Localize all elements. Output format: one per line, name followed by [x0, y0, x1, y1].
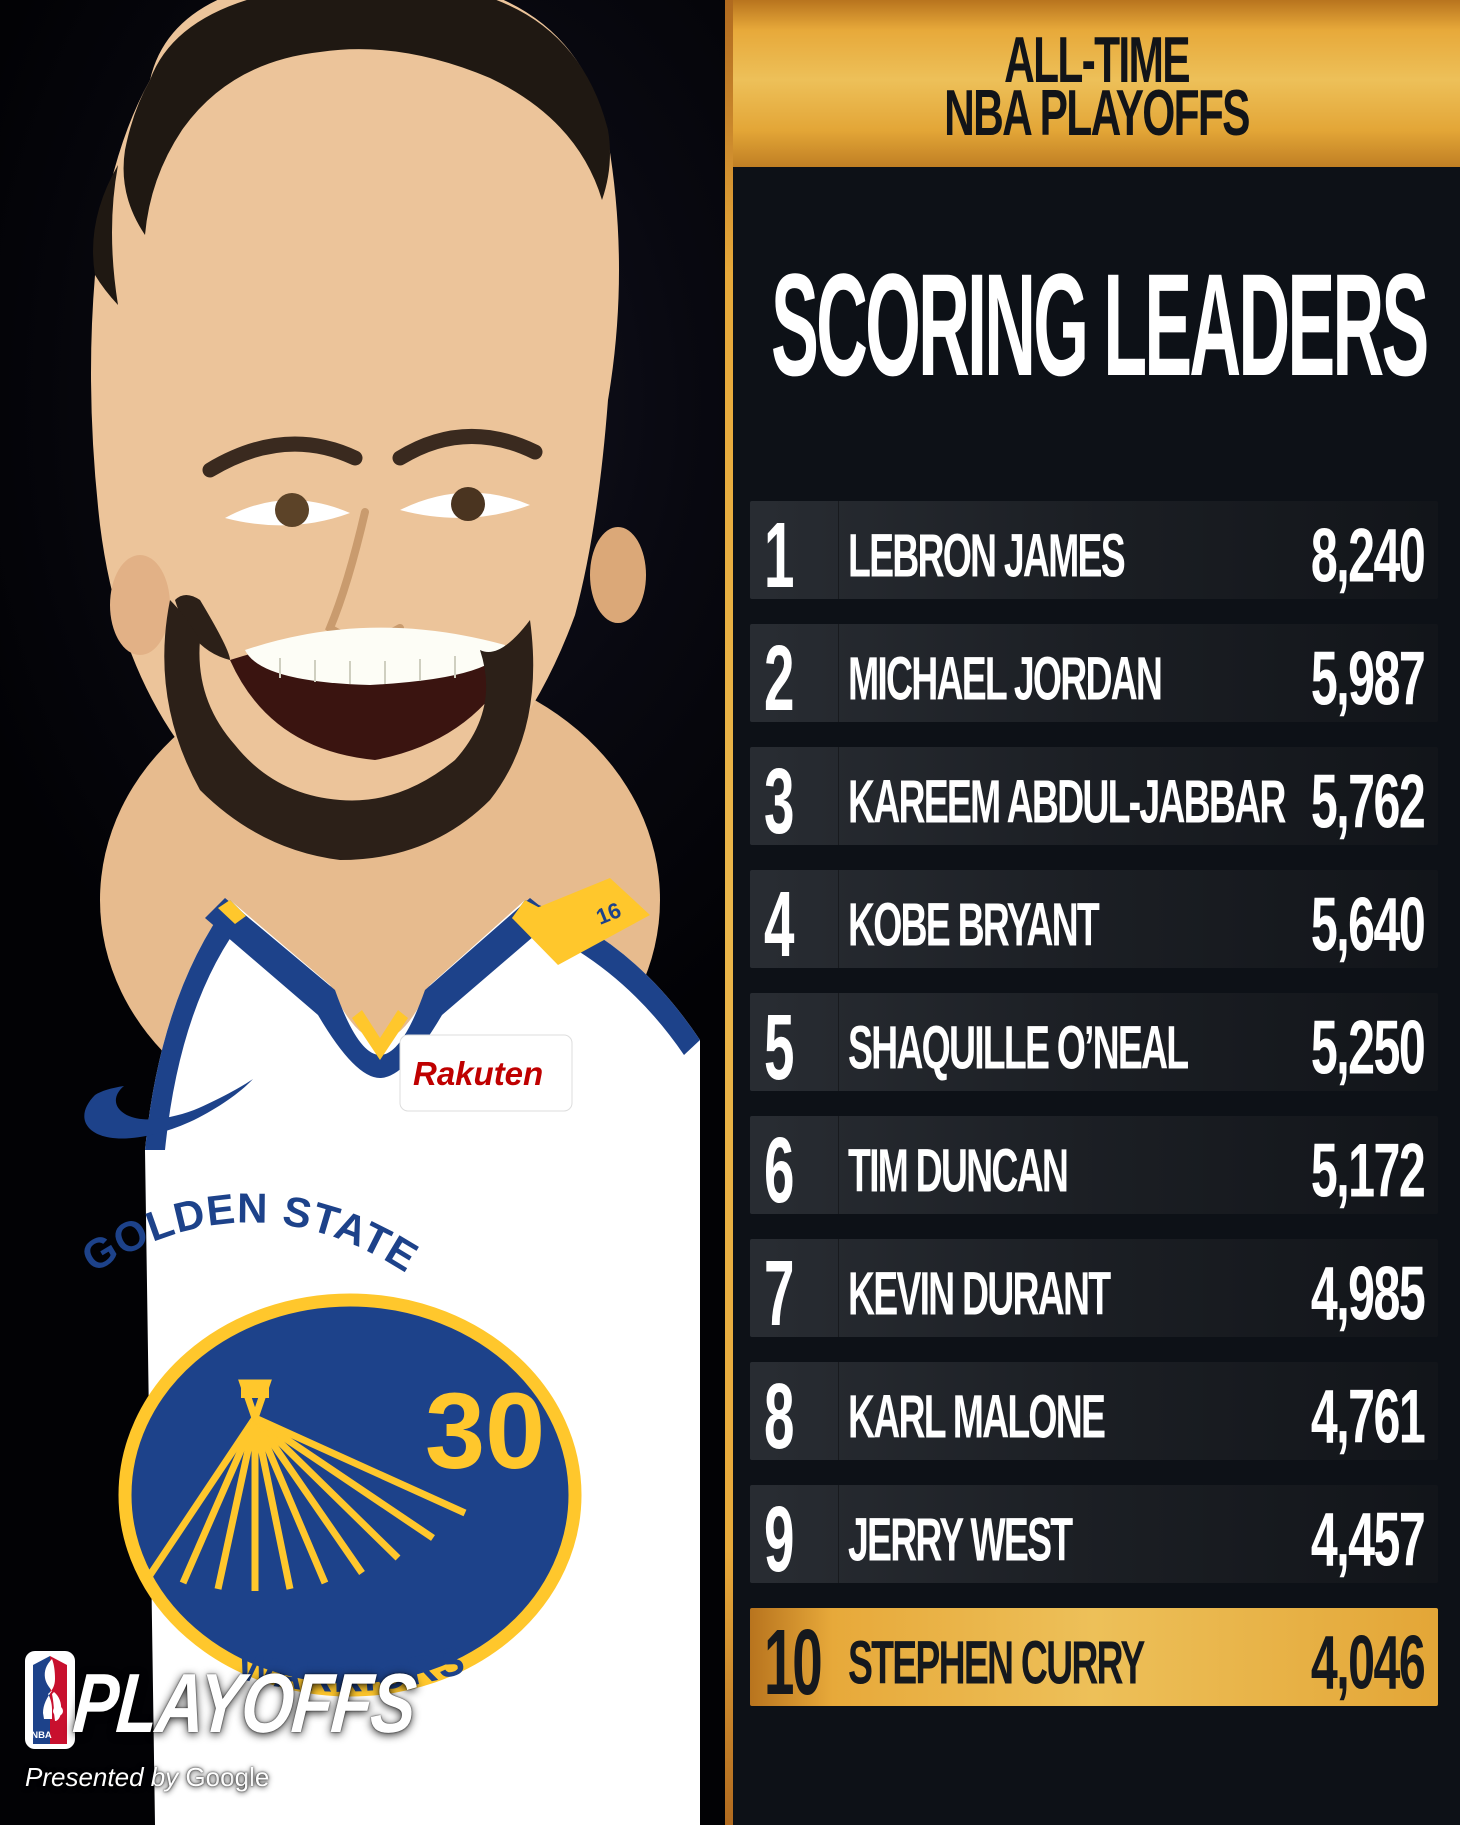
svg-text:30: 30 [425, 1370, 545, 1491]
svg-text:Rakuten: Rakuten [413, 1055, 543, 1092]
svg-text:NBA: NBA [31, 1730, 52, 1741]
